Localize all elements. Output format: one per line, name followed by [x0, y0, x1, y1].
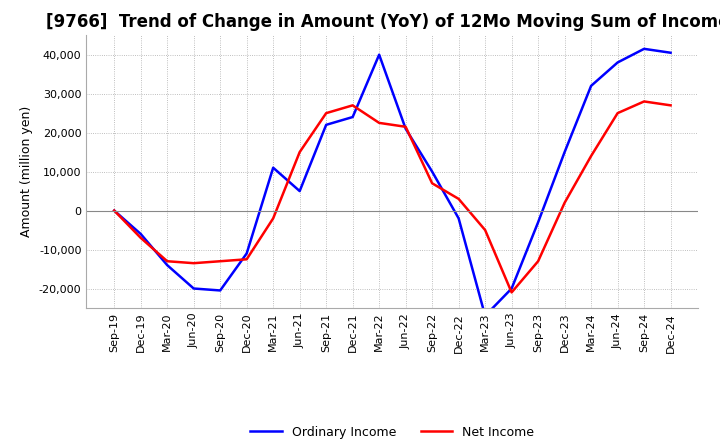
Ordinary Income — [613, 60, 622, 65]
Net Income — [348, 103, 357, 108]
Ordinary Income — [216, 288, 225, 293]
Net Income — [401, 124, 410, 129]
Net Income — [375, 120, 384, 125]
Ordinary Income — [322, 122, 330, 128]
Ordinary Income — [454, 216, 463, 221]
Ordinary Income — [110, 208, 119, 213]
Net Income — [322, 110, 330, 116]
Ordinary Income — [269, 165, 277, 170]
Line: Ordinary Income: Ordinary Income — [114, 49, 670, 316]
Ordinary Income — [401, 126, 410, 132]
Net Income — [163, 259, 171, 264]
Ordinary Income — [587, 83, 595, 88]
Ordinary Income — [481, 313, 490, 319]
Ordinary Income — [508, 286, 516, 291]
Net Income — [216, 259, 225, 264]
Ordinary Income — [534, 220, 542, 225]
Ordinary Income — [163, 263, 171, 268]
Net Income — [428, 181, 436, 186]
Net Income — [136, 235, 145, 241]
Ordinary Income — [243, 251, 251, 256]
Net Income — [560, 200, 569, 205]
Net Income — [110, 208, 119, 213]
Net Income — [189, 260, 198, 266]
Net Income — [534, 259, 542, 264]
Ordinary Income — [666, 50, 675, 55]
Ordinary Income — [375, 52, 384, 57]
Net Income — [613, 110, 622, 116]
Ordinary Income — [295, 188, 304, 194]
Y-axis label: Amount (million yen): Amount (million yen) — [20, 106, 33, 237]
Net Income — [295, 150, 304, 155]
Net Income — [243, 257, 251, 262]
Ordinary Income — [428, 169, 436, 174]
Ordinary Income — [348, 114, 357, 120]
Ordinary Income — [560, 150, 569, 155]
Ordinary Income — [136, 231, 145, 237]
Legend: Ordinary Income, Net Income: Ordinary Income, Net Income — [246, 421, 539, 440]
Net Income — [640, 99, 649, 104]
Ordinary Income — [189, 286, 198, 291]
Net Income — [587, 154, 595, 159]
Net Income — [508, 290, 516, 295]
Net Income — [666, 103, 675, 108]
Net Income — [269, 216, 277, 221]
Ordinary Income — [640, 46, 649, 51]
Net Income — [454, 196, 463, 202]
Net Income — [481, 227, 490, 233]
Title: [9766]  Trend of Change in Amount (YoY) of 12Mo Moving Sum of Incomes: [9766] Trend of Change in Amount (YoY) o… — [45, 13, 720, 31]
Line: Net Income: Net Income — [114, 102, 670, 293]
